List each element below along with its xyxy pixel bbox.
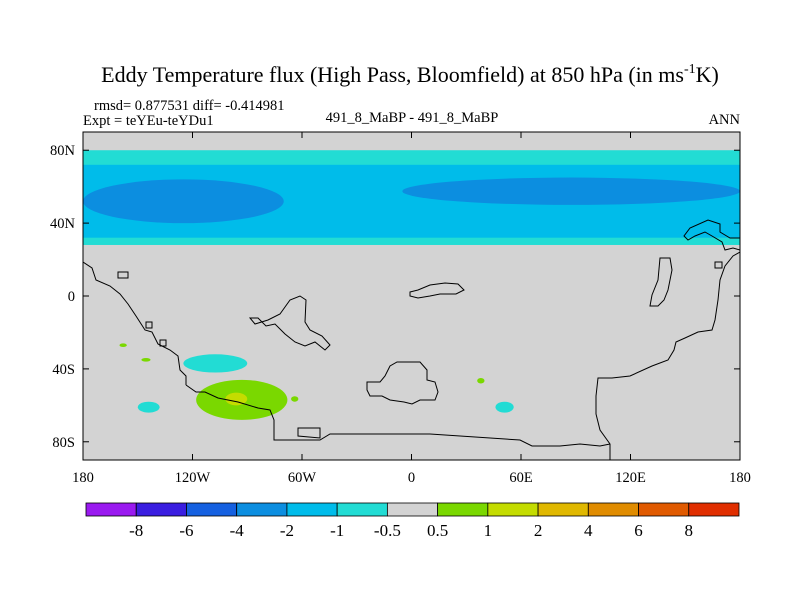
y-tick-label: 80N bbox=[50, 143, 76, 159]
region-nh-core-west-minus-2 bbox=[83, 179, 284, 224]
colorbar-swatch bbox=[638, 502, 690, 517]
colorbar: -8 -6 -4 -2 -1 -0.5 0.5 1 2 4 6 8 bbox=[85, 502, 740, 540]
colorbar-label: -6 bbox=[179, 521, 193, 540]
colorbar-swatch bbox=[186, 502, 238, 517]
stats-label: rmsd= 0.877531 diff= -0.414981 bbox=[94, 98, 284, 114]
colorbar-swatch bbox=[437, 502, 489, 517]
y-tick-label: 40S bbox=[52, 362, 75, 378]
x-axis: 180 120W 60W 0 60E 120E 180 bbox=[72, 132, 751, 486]
chart-title-main: Eddy Temperature flux (High Pass, Bloomf… bbox=[101, 62, 684, 87]
x-tick-label: 180 bbox=[729, 470, 751, 486]
colorbar-swatch bbox=[336, 502, 388, 517]
colorbar-swatch bbox=[587, 502, 639, 517]
region-small-plus-1-a bbox=[119, 343, 127, 348]
y-axis: 80N 40N 0 40S 80S bbox=[50, 143, 740, 451]
chart-title-sup: -1 bbox=[684, 62, 696, 77]
colorbar-label: -4 bbox=[230, 521, 245, 540]
colorbar-swatch bbox=[85, 502, 137, 517]
colorbar-swatch bbox=[236, 502, 288, 517]
map-area bbox=[83, 132, 740, 460]
colorbar-swatch bbox=[688, 502, 740, 517]
colorbar-swatch bbox=[135, 502, 187, 517]
region-small-plus-1-c bbox=[291, 396, 299, 402]
chart-title: Eddy Temperature flux (High Pass, Bloomf… bbox=[101, 62, 719, 87]
colorbar-label: -1 bbox=[330, 521, 344, 540]
chart-title-end: K) bbox=[696, 62, 719, 87]
colorbar-label: 2 bbox=[534, 521, 543, 540]
x-tick-label: 120E bbox=[615, 470, 646, 486]
coastline bbox=[83, 219, 740, 460]
case-label: 491_8_MaBP - 491_8_MaBP bbox=[326, 110, 499, 126]
coast-nz bbox=[297, 427, 321, 439]
coast-australia bbox=[366, 361, 439, 405]
colorbar-label: 8 bbox=[685, 521, 694, 540]
colorbar-swatch bbox=[487, 502, 539, 517]
coast-florida bbox=[649, 257, 673, 307]
coast-antarctica bbox=[185, 384, 611, 447]
x-tick-label: 180 bbox=[72, 470, 94, 486]
region-nh-core-east-minus-2 bbox=[402, 177, 740, 205]
y-tick-label: 0 bbox=[68, 289, 75, 305]
expt-label: Expt = teYEu-teYDu1 bbox=[83, 113, 214, 129]
colorbar-swatch bbox=[386, 502, 439, 517]
region-small-plus-1-d bbox=[477, 378, 485, 384]
coast-indochina bbox=[248, 295, 331, 351]
x-tick-label: 60E bbox=[509, 470, 533, 486]
y-tick-label: 80S bbox=[52, 435, 75, 451]
region-so-pacific-minus-0.5 bbox=[183, 354, 248, 373]
colorbar-swatch bbox=[286, 502, 338, 517]
colorbar-label: 0.5 bbox=[427, 521, 448, 540]
coast-new-guinea bbox=[409, 282, 465, 299]
contour-fills bbox=[83, 150, 740, 420]
colorbar-label: -0.5 bbox=[374, 521, 401, 540]
coast-north-america-west bbox=[683, 219, 740, 251]
colorbar-swatch bbox=[537, 502, 589, 517]
region-small-plus-1-b bbox=[141, 357, 151, 362]
colorbar-label: 1 bbox=[484, 521, 493, 540]
colorbar-label: 4 bbox=[584, 521, 593, 540]
colorbar-label: -2 bbox=[280, 521, 294, 540]
region-so-indian-minus-0.5 bbox=[495, 401, 514, 413]
colorbar-label: 6 bbox=[634, 521, 643, 540]
x-tick-label: 0 bbox=[408, 470, 415, 486]
region-so-pacific-minus-0.5-b bbox=[137, 401, 160, 413]
region-so-pacific-plus-2 bbox=[225, 392, 248, 406]
x-tick-label: 60W bbox=[288, 470, 317, 486]
coast-south-america bbox=[595, 251, 740, 460]
season-label: ANN bbox=[709, 112, 741, 128]
x-tick-label: 120W bbox=[175, 470, 211, 486]
coast-small-islands bbox=[117, 261, 723, 347]
y-tick-label: 40N bbox=[50, 216, 76, 232]
coast-asia bbox=[83, 261, 187, 385]
colorbar-label: -8 bbox=[129, 521, 143, 540]
